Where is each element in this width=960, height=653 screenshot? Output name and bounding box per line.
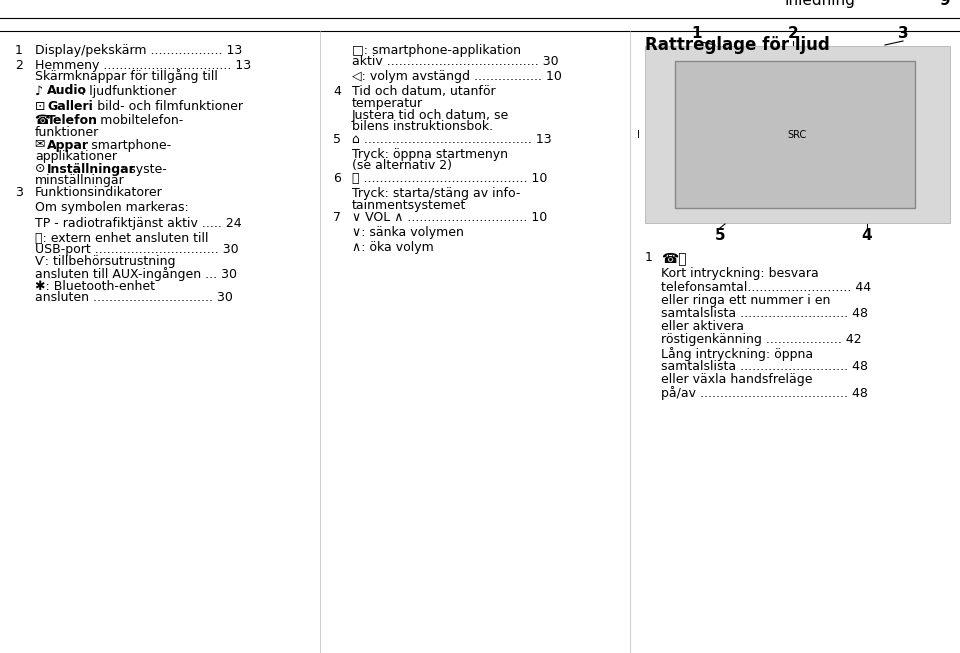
Text: funktioner: funktioner: [35, 126, 99, 138]
Text: ✱: Bluetooth-enhet: ✱: Bluetooth-enhet: [35, 279, 155, 293]
Text: □: smartphone-applikation: □: smartphone-applikation: [352, 44, 521, 57]
Text: 9: 9: [940, 0, 950, 8]
Text: SRC: SRC: [788, 129, 807, 140]
Text: temperatur: temperatur: [352, 97, 423, 110]
Text: ◁: volym avstängd ................. 10: ◁: volym avstängd ................. 10: [352, 71, 562, 83]
Text: Display/pekskärm .................. 13: Display/pekskärm .................. 13: [35, 44, 242, 57]
Text: eller växla handsfreläge: eller växla handsfreläge: [661, 373, 812, 386]
Text: 1: 1: [692, 26, 703, 41]
Text: 5: 5: [714, 228, 726, 243]
Text: ansluten till AUX-ingången ... 30: ansluten till AUX-ingången ... 30: [35, 266, 237, 281]
Text: Ѵ: tillbehörsutrustning: Ѵ: tillbehörsutrustning: [35, 255, 176, 268]
Text: Tid och datum, utanför: Tid och datum, utanför: [352, 86, 495, 98]
Text: ⏻ ......................................... 10: ⏻ ......................................…: [352, 172, 547, 185]
Text: Rattreglage för ljud: Rattreglage för ljud: [645, 36, 829, 54]
Text: Audio: Audio: [47, 84, 87, 97]
Text: Tryck: starta/stäng av info-: Tryck: starta/stäng av info-: [352, 187, 520, 200]
Text: Justera tid och datum, se: Justera tid och datum, se: [352, 109, 509, 122]
Text: Tryck: öppna startmenyn: Tryck: öppna startmenyn: [352, 148, 508, 161]
Text: Appar: Appar: [47, 138, 89, 151]
Text: 2: 2: [787, 26, 799, 41]
Text: ⊙: ⊙: [35, 163, 50, 176]
Text: ∧: öka volym: ∧: öka volym: [352, 241, 434, 254]
Text: 2: 2: [15, 59, 23, 72]
Text: 5: 5: [333, 133, 341, 146]
Text: minställningar: minställningar: [35, 174, 125, 187]
Text: samtalslista ........................... 48: samtalslista ...........................…: [661, 360, 868, 373]
Text: tainmentsystemet: tainmentsystemet: [352, 199, 467, 212]
Text: samtalslista ........................... 48: samtalslista ...........................…: [661, 307, 868, 320]
Text: Inledning: Inledning: [784, 0, 855, 8]
Text: 4: 4: [862, 228, 873, 243]
Text: bilens instruktionsbok.: bilens instruktionsbok.: [352, 121, 493, 133]
Bar: [675, 61, 915, 208]
Text: Om symbolen markeras:: Om symbolen markeras:: [35, 202, 189, 214]
Text: : ljudfunktioner: : ljudfunktioner: [81, 84, 177, 97]
Text: USB-port ............................... 30: USB-port ...............................…: [35, 243, 239, 256]
Text: ⌂ .......................................... 13: ⌂ ......................................…: [352, 133, 552, 146]
Text: ✉: ✉: [35, 138, 50, 151]
Text: 6: 6: [333, 172, 341, 185]
Text: ♪: ♪: [35, 84, 47, 97]
Text: : mobiltelefon-: : mobiltelefon-: [92, 114, 183, 127]
Text: ansluten .............................. 30: ansluten .............................. …: [35, 291, 233, 304]
Text: Telefon: Telefon: [47, 114, 98, 127]
Text: Kort intryckning: besvara: Kort intryckning: besvara: [661, 268, 819, 281]
Text: 3: 3: [15, 187, 23, 200]
Text: telefonsamtal.......................... 44: telefonsamtal.......................... …: [661, 281, 871, 294]
Text: I: I: [637, 129, 640, 140]
Text: : smartphone-: : smartphone-: [83, 138, 171, 151]
Text: på/av ..................................... 48: på/av ..................................…: [661, 387, 868, 400]
Text: 1: 1: [15, 44, 23, 57]
Text: 4: 4: [333, 86, 341, 98]
Text: applikationer: applikationer: [35, 150, 117, 163]
Text: eller ringa ett nummer i en: eller ringa ett nummer i en: [661, 294, 830, 307]
Text: TP - radiotrafiktjänst aktiv ..... 24: TP - radiotrafiktjänst aktiv ..... 24: [35, 217, 242, 229]
Text: : syste-: : syste-: [121, 163, 167, 176]
Bar: [645, 46, 950, 223]
Text: ∨ VOL ∧ .............................. 10: ∨ VOL ∧ .............................. 1…: [352, 212, 547, 224]
Text: ⑂: extern enhet ansluten till: ⑂: extern enhet ansluten till: [35, 232, 208, 244]
Text: : bild- och filmfunktioner: : bild- och filmfunktioner: [89, 99, 243, 112]
Text: ∨: sänka volymen: ∨: sänka volymen: [352, 226, 464, 239]
Text: Inställningar: Inställningar: [47, 163, 135, 176]
Text: Skärmknappar för tillgång till: Skärmknappar för tillgång till: [35, 69, 218, 84]
Text: aktiv ...................................... 30: aktiv ..................................…: [352, 56, 559, 69]
Text: ☎⑂: ☎⑂: [661, 251, 686, 265]
Text: röstigenkänning ................... 42: röstigenkänning ................... 42: [661, 334, 862, 347]
Text: ☎: ☎: [35, 114, 55, 127]
Text: (se alternativ 2): (se alternativ 2): [352, 159, 452, 172]
Text: eller aktivera: eller aktivera: [661, 321, 744, 333]
Text: 7: 7: [333, 212, 341, 224]
Text: 1: 1: [645, 251, 653, 264]
Text: 3: 3: [898, 26, 908, 41]
Text: Galleri: Galleri: [47, 99, 93, 112]
Text: ⊡: ⊡: [35, 99, 50, 112]
Text: Hemmeny ................................ 13: Hemmeny ................................…: [35, 59, 252, 72]
Text: Funktionsindikatorer: Funktionsindikatorer: [35, 187, 163, 200]
Text: Lång intryckning: öppna: Lång intryckning: öppna: [661, 347, 813, 360]
